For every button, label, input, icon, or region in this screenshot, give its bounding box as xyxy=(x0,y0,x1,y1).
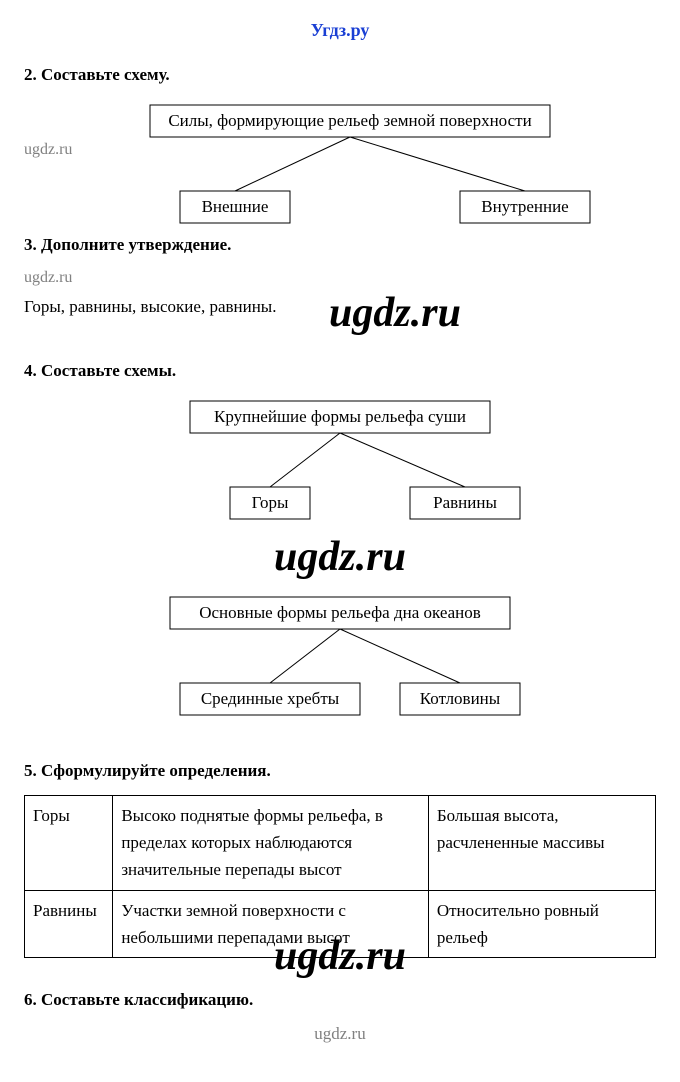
section-5-heading: 5. Сформулируйте определения. xyxy=(24,761,656,781)
table-row: Горы Высоко поднятые формы рельефа, в пр… xyxy=(25,796,656,891)
svg-text:Котловины: Котловины xyxy=(420,689,501,708)
svg-text:Внутренние: Внутренние xyxy=(481,197,568,216)
table-cell: Горы xyxy=(25,796,113,891)
section-3-heading: 3. Дополните утверждение. xyxy=(24,235,656,255)
header-link-text: Угдз.ру xyxy=(311,20,370,40)
watermark-big-3: ugdz.ru xyxy=(24,932,656,980)
watermark-big-2: ugdz.ru xyxy=(24,533,656,581)
section-6-heading: 6. Составьте классификацию. xyxy=(24,990,656,1010)
page-header-link[interactable]: Угдз.ру xyxy=(24,20,656,41)
svg-text:Срединные хребты: Срединные хребты xyxy=(201,689,340,708)
svg-text:Внешние: Внешние xyxy=(202,197,269,216)
svg-text:Основные формы рельефа дна оке: Основные формы рельефа дна океанов xyxy=(199,603,481,622)
watermark-small-1: ugdz.ru xyxy=(24,141,72,159)
diagram-land: Крупнейшие формы рельефа суши Горы Равнины xyxy=(24,395,656,525)
section-4-heading: 4. Составьте схемы. xyxy=(24,361,656,381)
section-3-text: Горы, равнины, высокие, равнины. xyxy=(24,297,276,317)
watermark-small-2: ugdz.ru xyxy=(24,269,656,287)
watermark-footer: ugdz.ru xyxy=(24,1024,656,1044)
svg-text:Равнины: Равнины xyxy=(433,493,497,512)
watermark-row-1: ugdz.ru xyxy=(24,139,656,165)
svg-text:Крупнейшие формы рельефа суши: Крупнейшие формы рельефа суши xyxy=(214,407,466,426)
diagram-ocean-svg: Основные формы рельефа дна океанов Средин… xyxy=(100,591,580,721)
diagram-land-svg: Крупнейшие формы рельефа суши Горы Равнины xyxy=(110,395,570,525)
svg-text:Горы: Горы xyxy=(252,493,289,512)
section-2-heading: 2. Составьте схему. xyxy=(24,65,656,85)
svg-text:Силы, формирующие рельеф земно: Силы, формирующие рельеф земной поверхно… xyxy=(168,111,531,130)
table-cell: Высоко поднятые формы рельефа, в предела… xyxy=(113,796,429,891)
table-cell: Большая высота, расчлененные массивы xyxy=(428,796,655,891)
diagram-ocean: Основные формы рельефа дна океанов Средин… xyxy=(24,591,656,721)
